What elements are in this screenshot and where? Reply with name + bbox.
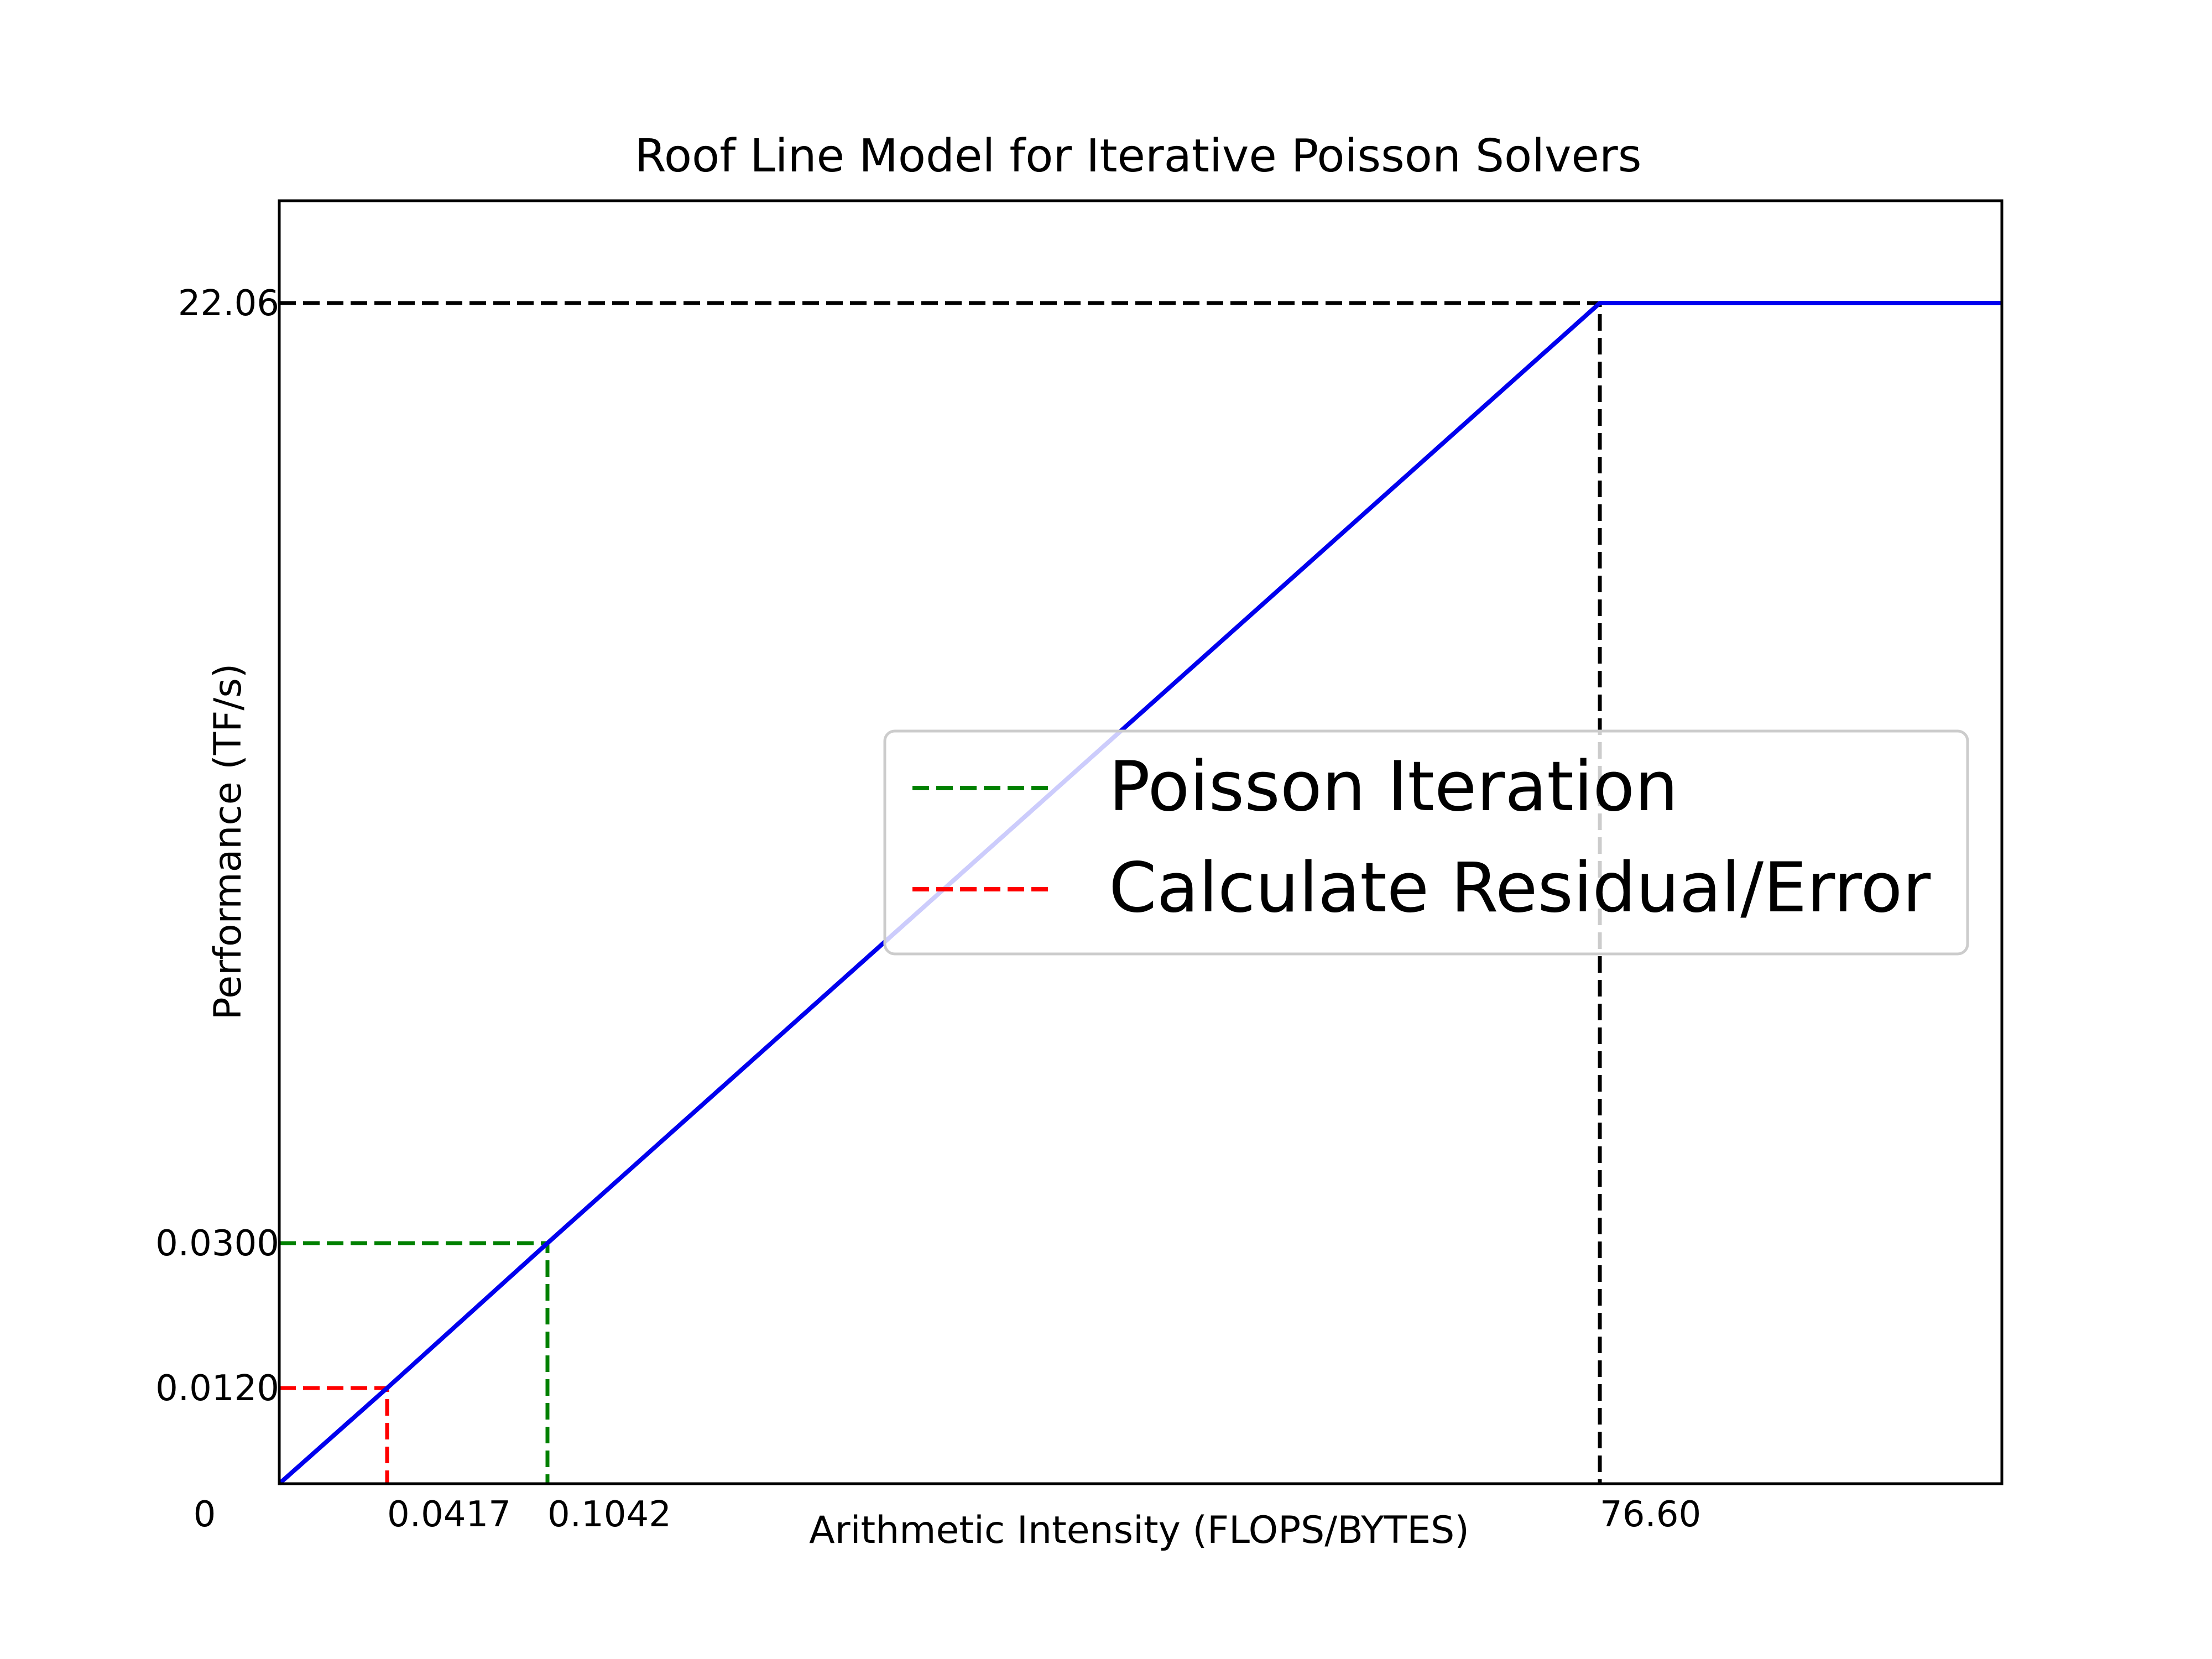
series-layer	[278, 301, 2002, 1485]
x-axis-label: Arithmetic Intensity (FLOPS/BYTES)	[809, 1509, 1469, 1552]
legend-label-1: Calculate Residual/Error	[1109, 848, 1931, 928]
legend-label-0: Poisson Iteration	[1109, 747, 1678, 827]
series-line-0	[278, 301, 2002, 1485]
x-tick-label-0: 0	[194, 1494, 216, 1535]
legend-entries: Poisson Iteration Calculate Residual/Erro…	[912, 747, 1931, 928]
plot-frame	[278, 199, 2004, 1485]
legend: Poisson Iteration Calculate Residual/Erro…	[883, 729, 1969, 956]
x-tick-label-2: 0.1042	[547, 1494, 671, 1535]
chart-title: Roof Line Model for Iterative Poisson So…	[635, 130, 1642, 182]
legend-box	[883, 729, 1969, 956]
y-tick-label-3: 22.06	[178, 283, 279, 324]
y-axis-label: Performance (TF/s)	[206, 664, 250, 1020]
tick-labels: 0 0.0417 0.1042 76.60 0.0120 0.0300 22.06	[155, 283, 1701, 1535]
x-tick-label-1: 0.0417	[387, 1494, 511, 1535]
y-tick-label-2: 0.0300	[155, 1223, 279, 1264]
y-tick-label-1: 0.0120	[155, 1368, 279, 1409]
x-tick-label-3: 76.60	[1600, 1494, 1701, 1535]
